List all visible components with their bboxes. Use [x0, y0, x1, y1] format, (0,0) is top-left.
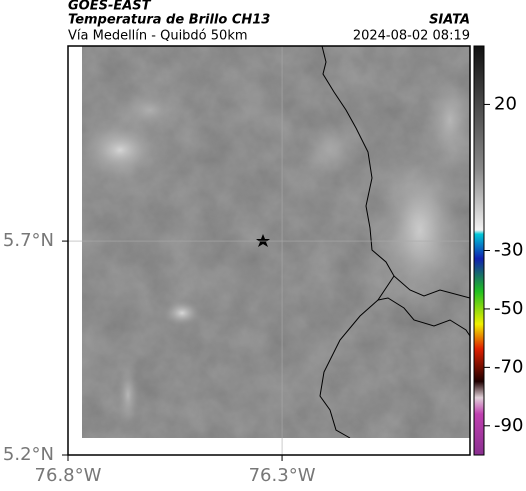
header: GOES-EAST Temperatura de Brillo CH13 SIA… [68, 0, 470, 28]
lat-tick-label: 5.2°N [3, 444, 54, 465]
colorbar-tick-label: -90 [494, 415, 523, 436]
colorbar-tick-label: -70 [494, 356, 523, 377]
lat-tick-label: 5.7°N [3, 230, 54, 251]
map-frame [67, 45, 471, 456]
datetime: 2024-08-02 08:19 [353, 29, 470, 44]
colorbar-ticks: 20 -30 -50 -70 -90 [484, 93, 523, 436]
lon-tick-label: 76.8°W [35, 465, 102, 486]
colorbar [473, 45, 485, 456]
lon-tick-label: 76.3°W [249, 465, 316, 486]
colorbar-tick-label: 20 [494, 93, 517, 114]
colorbar-tick-label: -30 [494, 240, 523, 261]
title: GOES-EAST [68, 0, 152, 14]
location-marker [256, 234, 270, 247]
location: Vía Medellín - Quibdó 50km [68, 29, 248, 44]
colorbar-tick-label: -50 [494, 298, 523, 319]
subtitle: Temperatura de Brillo CH13 [68, 13, 270, 28]
source: SIATA [429, 13, 470, 28]
satellite-image [82, 46, 470, 438]
